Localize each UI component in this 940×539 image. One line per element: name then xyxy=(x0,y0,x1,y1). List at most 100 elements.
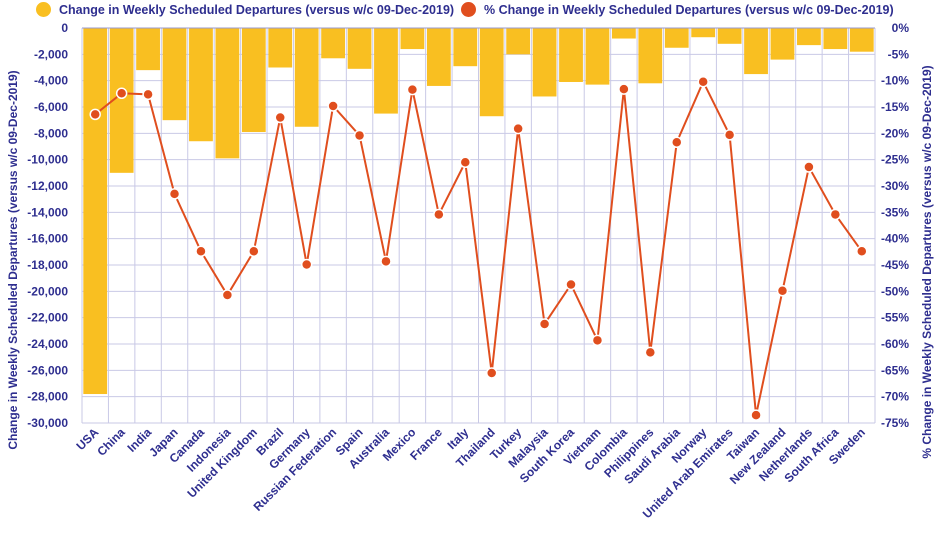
legend-item-line[interactable]: % Change in Weekly Scheduled Departures … xyxy=(461,2,894,17)
y-right-tick-label: -25% xyxy=(881,153,909,167)
y-left-tick-label: -16,000 xyxy=(27,232,68,246)
y-left-tick-label: -24,000 xyxy=(27,337,68,351)
grid xyxy=(81,27,876,424)
bar xyxy=(849,28,874,52)
y-right-tick-label: -20% xyxy=(881,126,909,140)
bar xyxy=(717,28,742,44)
data-point xyxy=(353,129,366,142)
x-tick-label: China xyxy=(94,425,128,459)
data-point xyxy=(248,245,260,258)
legend-item-bars[interactable]: Change in Weekly Scheduled Departures (v… xyxy=(36,2,454,17)
data-point xyxy=(142,88,154,101)
bar xyxy=(823,28,848,50)
bar xyxy=(506,28,531,55)
bar xyxy=(532,28,557,97)
y-right-tick-label: -30% xyxy=(881,179,909,193)
bar-series xyxy=(83,28,874,395)
data-point xyxy=(697,75,709,88)
bar xyxy=(374,28,398,114)
bar xyxy=(294,28,319,127)
data-point xyxy=(618,83,630,95)
bar xyxy=(162,28,187,121)
y-left-tick-label: -18,000 xyxy=(27,258,68,272)
y-right-tick-label: -75% xyxy=(881,416,909,430)
data-point xyxy=(195,245,207,258)
axes: 0 -2,000 -4,000 -6,000 -8,000 -10,000 -12,000 -… xyxy=(27,21,909,521)
legend-label-bars: Change in Weekly Scheduled Departures (v… xyxy=(59,2,455,17)
y-left-tick-label: -8,000 xyxy=(34,126,68,140)
y-right-tick-label: -15% xyxy=(881,100,909,114)
y-left-tick-label: -10,000 xyxy=(27,153,68,167)
legend-label-line: % Change in Weekly Scheduled Departures … xyxy=(484,2,894,17)
y-left-tick-label: -14,000 xyxy=(27,205,68,219)
bar xyxy=(321,28,346,59)
y-left-tick-label: -20,000 xyxy=(27,284,68,298)
data-point xyxy=(274,111,286,124)
data-point xyxy=(433,208,445,221)
y-right-tick-label: -60% xyxy=(881,337,909,351)
bar xyxy=(638,28,663,84)
bar xyxy=(559,28,583,82)
data-point xyxy=(221,289,234,301)
data-point xyxy=(300,258,313,271)
data-point xyxy=(671,136,683,149)
line-series xyxy=(89,75,868,421)
bar xyxy=(611,28,636,39)
y-left-tick-label: -26,000 xyxy=(27,363,68,377)
bar xyxy=(426,28,451,86)
y-right-tick-label: -40% xyxy=(881,232,909,246)
bar xyxy=(453,28,478,67)
bar xyxy=(744,28,768,75)
data-point xyxy=(115,87,128,100)
y-left-tick-label: -12,000 xyxy=(27,179,68,193)
y-left-tick-label: -28,000 xyxy=(27,390,68,404)
bar xyxy=(189,28,213,142)
data-point xyxy=(512,122,524,135)
data-point xyxy=(829,208,842,221)
bar xyxy=(136,28,160,71)
bar xyxy=(797,28,821,46)
data-point xyxy=(89,108,101,121)
y-left-tick-label: -22,000 xyxy=(27,311,68,325)
series-line xyxy=(94,79,863,416)
y-left-tick-label: -30,000 xyxy=(27,416,68,430)
y-left-tick-label: -2,000 xyxy=(34,47,68,61)
bar xyxy=(109,28,134,173)
y-right-tick-label: -55% xyxy=(881,311,909,325)
y-right-tick-label: -35% xyxy=(881,205,909,219)
bar xyxy=(585,28,610,85)
data-point xyxy=(750,409,762,421)
data-point xyxy=(459,156,472,169)
y-right-tick-label: 0% xyxy=(892,21,910,35)
data-point xyxy=(485,367,498,379)
legend-swatch-line xyxy=(461,2,476,17)
y-right-tick-label: -10% xyxy=(881,74,909,88)
data-point xyxy=(168,188,181,200)
legend: Change in Weekly Scheduled Departures (v… xyxy=(0,2,940,24)
bar xyxy=(479,28,504,117)
bar xyxy=(664,28,689,48)
bar xyxy=(770,28,795,60)
y-left-tick-label: -4,000 xyxy=(34,74,68,88)
data-point xyxy=(856,245,868,258)
y-left-tick-label: 0 xyxy=(61,21,68,35)
y-right-tick-label: -65% xyxy=(881,363,909,377)
data-point xyxy=(565,278,577,291)
bar xyxy=(241,28,266,133)
bar xyxy=(400,28,425,50)
data-point xyxy=(591,334,604,347)
y-right-tick-label: -5% xyxy=(888,47,910,61)
bar xyxy=(83,28,108,395)
y-axis-left-title: Change in Weekly Scheduled Departures (v… xyxy=(6,70,20,449)
data-point xyxy=(380,255,392,268)
data-point xyxy=(406,83,419,96)
data-point xyxy=(803,161,815,173)
data-point xyxy=(327,100,339,112)
bar xyxy=(691,28,716,38)
y-right-tick-label: -45% xyxy=(881,258,909,272)
data-point xyxy=(723,129,736,141)
bar xyxy=(215,28,240,159)
bar xyxy=(268,28,293,68)
data-point xyxy=(538,318,551,330)
